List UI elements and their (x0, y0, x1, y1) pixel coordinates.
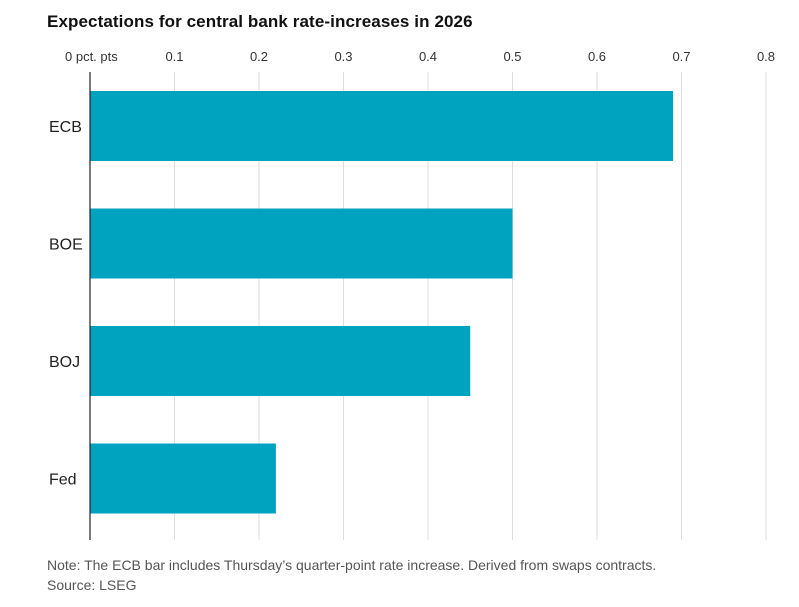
source-text: Source: LSEG (47, 577, 137, 593)
bar-boj (90, 326, 471, 396)
x-tick-label: 0.3 (334, 49, 352, 64)
category-label-ecb: ECB (49, 119, 82, 136)
category-label-boj: BOJ (49, 354, 80, 371)
x-tick-label: 0.5 (503, 49, 521, 64)
chart-title: Expectations for central bank rate-incre… (47, 12, 473, 31)
x-tick-label: 0.2 (250, 49, 268, 64)
x-axis-ticks: 0 pct. pts 0.1 0.2 0.3 0.4 0.5 0.6 0.7 0.8 (65, 49, 775, 64)
note-text: Note: The ECB bar includes Thursday’s qu… (47, 557, 657, 573)
gridlines (174, 72, 767, 540)
bar-fed (90, 443, 276, 514)
x-tick-label: 0.4 (419, 49, 437, 64)
x-tick-label: 0 pct. pts (65, 49, 118, 64)
bars (90, 91, 674, 514)
x-tick-label: 0.8 (757, 49, 775, 64)
category-label-fed: Fed (49, 472, 77, 489)
x-tick-label: 0.7 (672, 49, 690, 64)
category-label-boe: BOE (49, 237, 83, 254)
bar-boe (90, 208, 513, 279)
x-tick-label: 0.6 (588, 49, 606, 64)
category-labels: ECB BOE BOJ Fed (49, 119, 83, 489)
bar-ecb (90, 91, 674, 161)
x-tick-label: 0.1 (165, 49, 183, 64)
footnote: Note: The ECB bar includes Thursday’s qu… (47, 555, 656, 595)
